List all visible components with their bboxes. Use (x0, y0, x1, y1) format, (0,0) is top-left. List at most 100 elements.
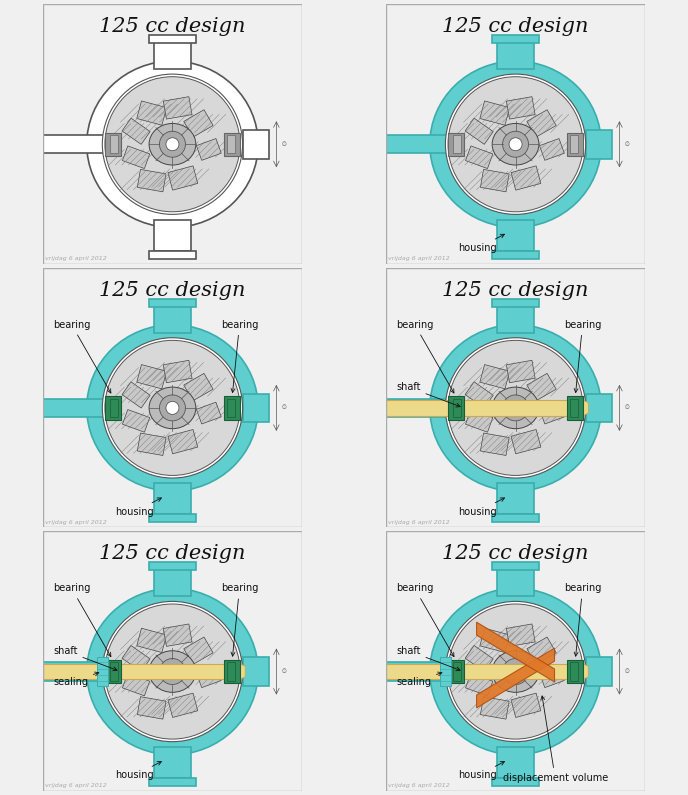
Text: housing: housing (458, 235, 504, 253)
Ellipse shape (105, 76, 240, 211)
Bar (224, 396, 240, 420)
Bar (137, 101, 166, 126)
Text: vrijdag 6 april 2012: vrijdag 6 april 2012 (388, 520, 450, 525)
Bar (585, 394, 612, 422)
Bar (466, 409, 493, 432)
Ellipse shape (430, 325, 601, 491)
Bar (585, 657, 612, 686)
Bar (122, 409, 150, 432)
Bar (492, 35, 539, 43)
Bar (570, 662, 578, 681)
Bar (511, 166, 541, 190)
Bar (492, 562, 539, 570)
Text: ∅: ∅ (625, 405, 630, 410)
Bar (105, 396, 120, 420)
Bar (492, 778, 539, 785)
Bar (196, 138, 222, 161)
Ellipse shape (448, 76, 583, 211)
Bar (149, 514, 196, 522)
Bar (497, 565, 534, 596)
Bar (184, 637, 213, 665)
Bar (154, 219, 191, 250)
Bar (527, 110, 556, 138)
Bar (138, 696, 166, 719)
Bar (570, 135, 578, 153)
Bar (448, 660, 464, 683)
Bar (138, 433, 166, 456)
Text: bearing: bearing (53, 320, 111, 393)
Polygon shape (477, 622, 555, 682)
Ellipse shape (160, 658, 186, 684)
Text: vrijdag 6 april 2012: vrijdag 6 april 2012 (45, 256, 107, 261)
Bar (43, 664, 240, 680)
Bar (539, 402, 564, 424)
Ellipse shape (166, 138, 179, 151)
Text: vrijdag 6 april 2012: vrijdag 6 april 2012 (388, 256, 450, 261)
Text: 125 cc design: 125 cc design (442, 281, 589, 300)
Bar (154, 483, 191, 514)
Ellipse shape (509, 665, 522, 678)
Bar (138, 169, 166, 192)
Bar (527, 374, 556, 401)
Ellipse shape (103, 74, 243, 215)
Text: ∅: ∅ (281, 405, 286, 410)
Bar (163, 624, 192, 646)
Bar (570, 399, 578, 417)
Bar (168, 693, 197, 717)
Text: 125 cc design: 125 cc design (99, 545, 246, 564)
Bar (448, 396, 464, 420)
Text: bearing: bearing (53, 584, 111, 657)
Bar (386, 662, 451, 681)
Bar (568, 133, 583, 156)
Bar (227, 399, 235, 417)
Ellipse shape (166, 401, 179, 414)
Text: 125 cc design: 125 cc design (99, 281, 246, 300)
Text: bearing: bearing (396, 584, 454, 657)
Bar (224, 660, 240, 683)
Ellipse shape (103, 338, 243, 478)
Text: vrijdag 6 april 2012: vrijdag 6 april 2012 (45, 520, 107, 525)
Bar (43, 662, 107, 681)
Text: bearing: bearing (221, 320, 258, 393)
Polygon shape (583, 664, 588, 680)
Ellipse shape (502, 395, 528, 421)
Ellipse shape (448, 340, 583, 475)
Text: shaft: shaft (396, 382, 460, 407)
Bar (110, 399, 118, 417)
Ellipse shape (509, 401, 522, 414)
Bar (497, 301, 534, 332)
Ellipse shape (149, 651, 196, 692)
Bar (163, 360, 192, 382)
Text: ∅: ∅ (625, 142, 630, 147)
Bar (568, 660, 583, 683)
Ellipse shape (492, 123, 539, 165)
Bar (506, 97, 535, 119)
Bar (480, 365, 510, 389)
Bar (227, 135, 235, 153)
Ellipse shape (448, 604, 583, 739)
Ellipse shape (492, 387, 539, 429)
Bar (196, 666, 222, 688)
Text: sealing: sealing (53, 672, 99, 687)
Bar (163, 97, 192, 119)
Text: housing: housing (458, 498, 504, 517)
Ellipse shape (160, 395, 186, 421)
Bar (585, 130, 612, 158)
Bar (122, 646, 150, 672)
Bar (184, 374, 213, 401)
Bar (149, 250, 196, 258)
Bar (149, 35, 196, 43)
Bar (227, 662, 235, 681)
Bar (168, 166, 197, 190)
Bar (497, 219, 534, 250)
Text: 125 cc design: 125 cc design (442, 545, 589, 564)
Ellipse shape (445, 338, 585, 478)
Text: vrijdag 6 april 2012: vrijdag 6 april 2012 (388, 783, 450, 789)
Bar (497, 747, 534, 778)
Ellipse shape (105, 340, 240, 475)
Bar (243, 130, 268, 158)
Bar (453, 135, 461, 153)
Bar (466, 146, 493, 169)
Bar (480, 101, 510, 126)
Text: housing: housing (116, 762, 162, 781)
